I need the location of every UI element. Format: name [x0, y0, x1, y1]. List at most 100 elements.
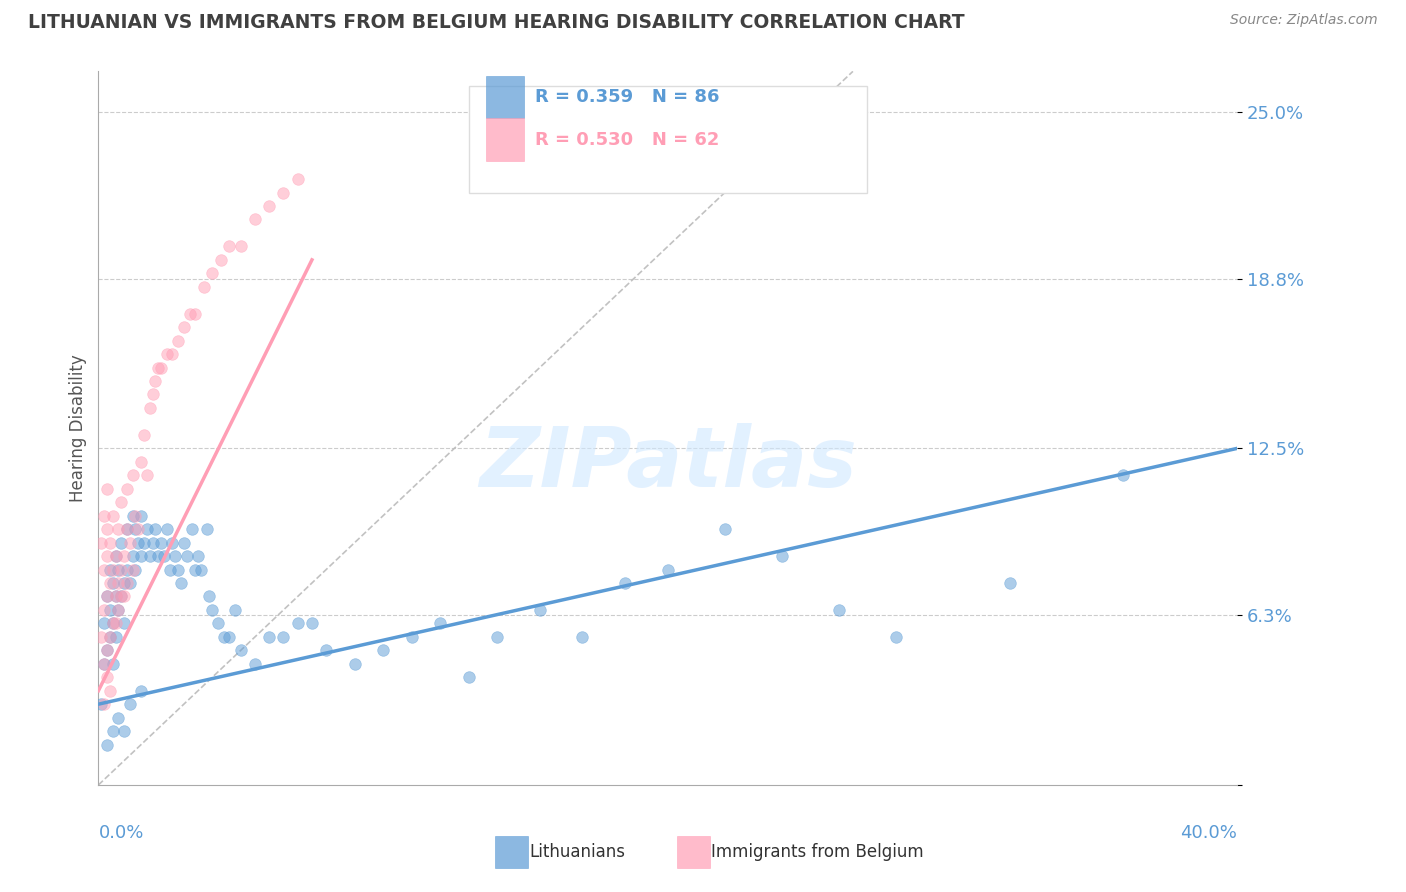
Point [121, 508, 143, 523]
Point [101, 576, 124, 591]
Point [176, 549, 198, 563]
Point [96, 549, 118, 563]
Point [429, 616, 451, 631]
Point [135, 522, 157, 536]
Point [287, 616, 309, 631]
Point [141, 535, 163, 549]
Point [243, 212, 266, 227]
Point [159, 562, 181, 576]
Point [259, 199, 281, 213]
Point [181, 522, 204, 536]
Point [110, 535, 132, 549]
Point [998, 576, 1021, 591]
Point [101, 616, 124, 631]
Point [301, 616, 323, 631]
Point [190, 562, 212, 576]
Text: 0.0%: 0.0% [98, 824, 143, 842]
Point [110, 590, 132, 604]
Point [156, 522, 179, 536]
Point [115, 522, 138, 536]
Point [110, 590, 132, 604]
Point [112, 549, 135, 563]
Point [184, 562, 207, 576]
Point [201, 266, 224, 280]
Point [173, 320, 195, 334]
Point [90, 630, 112, 644]
Point [145, 374, 167, 388]
Point [179, 307, 201, 321]
FancyBboxPatch shape [485, 119, 524, 161]
Point [96, 590, 118, 604]
Point [121, 562, 143, 576]
Point [104, 590, 127, 604]
Point [93, 657, 115, 671]
Point [156, 347, 179, 361]
Point [90, 697, 112, 711]
Point [107, 603, 129, 617]
Point [187, 549, 209, 563]
Point [714, 522, 737, 536]
Point [98, 630, 121, 644]
FancyBboxPatch shape [495, 836, 527, 869]
Point [184, 307, 207, 321]
Point [104, 549, 127, 563]
Point [98, 683, 121, 698]
Point [107, 576, 129, 591]
Point [614, 576, 637, 591]
Point [138, 549, 160, 563]
Point [107, 711, 129, 725]
Point [96, 738, 118, 752]
Text: R = 0.530   N = 62: R = 0.530 N = 62 [534, 130, 718, 148]
Point [173, 535, 195, 549]
Point [101, 724, 124, 739]
Point [571, 630, 593, 644]
Point [138, 401, 160, 415]
Point [101, 657, 124, 671]
Point [112, 724, 135, 739]
Point [529, 603, 551, 617]
Point [93, 562, 115, 576]
Point [129, 683, 152, 698]
Text: Immigrants from Belgium: Immigrants from Belgium [711, 843, 924, 861]
FancyBboxPatch shape [468, 86, 868, 193]
Point [145, 522, 167, 536]
Point [101, 508, 124, 523]
Point [124, 562, 146, 576]
Point [170, 576, 193, 591]
Point [96, 643, 118, 657]
Point [212, 630, 235, 644]
Point [115, 482, 138, 496]
Point [229, 239, 252, 253]
FancyBboxPatch shape [485, 76, 524, 118]
Point [132, 535, 155, 549]
Point [1112, 468, 1135, 483]
Point [104, 616, 127, 631]
Point [121, 549, 143, 563]
Point [287, 172, 309, 186]
Point [129, 455, 152, 469]
Point [96, 482, 118, 496]
Point [93, 603, 115, 617]
Text: ZIPatlas: ZIPatlas [479, 424, 856, 504]
Point [193, 280, 215, 294]
Point [273, 186, 295, 200]
Point [93, 508, 115, 523]
Point [115, 522, 138, 536]
Point [96, 643, 118, 657]
Point [150, 535, 173, 549]
Point [101, 616, 124, 631]
Point [243, 657, 266, 671]
Point [224, 603, 246, 617]
Point [884, 630, 907, 644]
Point [828, 603, 851, 617]
Point [104, 549, 127, 563]
Point [135, 468, 157, 483]
Text: Lithuanians: Lithuanians [529, 843, 624, 861]
Point [218, 630, 240, 644]
Point [132, 428, 155, 442]
Point [207, 616, 229, 631]
Point [150, 360, 173, 375]
Point [315, 643, 337, 657]
Point [657, 562, 679, 576]
Point [343, 657, 366, 671]
